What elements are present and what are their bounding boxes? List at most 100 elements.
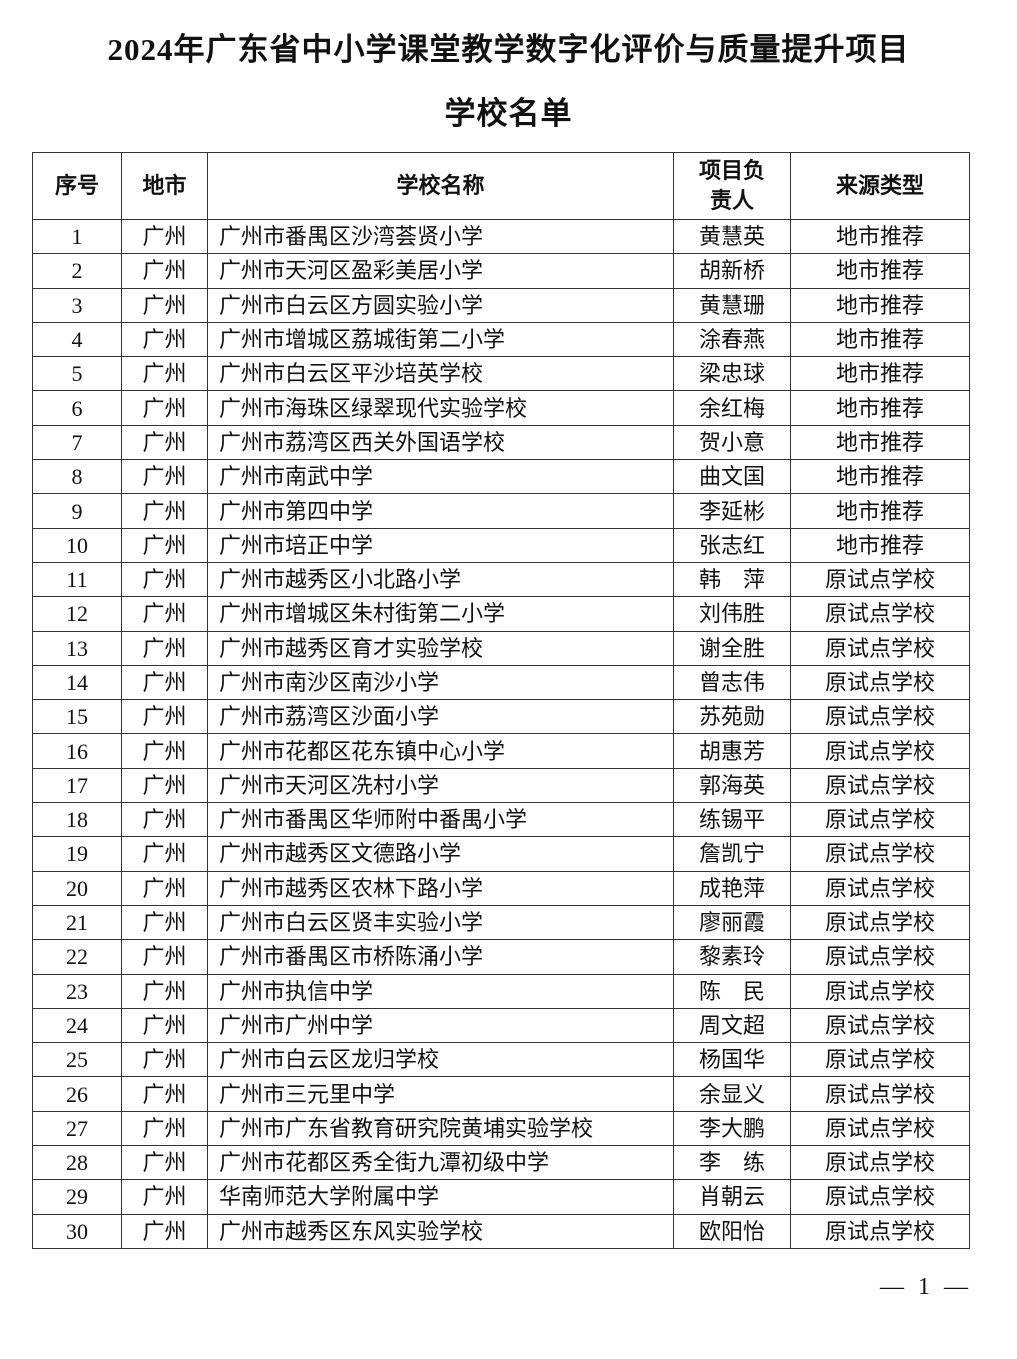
person-cell: 刘伟胜: [673, 596, 791, 632]
table-row: 22 广州 广州市番禺区市桥陈涌小学 黎素玲 原试点学校: [32, 939, 970, 975]
city-cell: 广州: [121, 527, 208, 563]
table-row: 29 广州 华南师范大学附属中学 肖朝云 原试点学校: [32, 1179, 970, 1215]
person-cell: 曾志伟: [673, 664, 791, 701]
type-cell: 原试点学校: [790, 836, 970, 872]
table-row: 2 广州 广州市天河区盈彩美居小学 胡新桥 地市推荐: [32, 253, 970, 289]
type-cell: 原试点学校: [790, 1076, 970, 1112]
city-cell: 广州: [121, 253, 208, 289]
school-cell: 广州市执信中学: [207, 973, 674, 1009]
table-row: 17 广州 广州市天河区冼村小学 郭海英 原试点学校: [32, 767, 970, 804]
school-cell: 广州市第四中学: [207, 493, 674, 529]
city-cell: 广州: [121, 630, 208, 666]
type-cell: 原试点学校: [790, 1213, 970, 1249]
num-cell: 26: [32, 1076, 122, 1112]
type-cell: 原试点学校: [790, 630, 970, 666]
person-cell: 廖丽霞: [673, 904, 791, 941]
city-cell: 广州: [121, 561, 208, 598]
person-cell: 李延彬: [673, 493, 791, 529]
type-cell: 原试点学校: [790, 870, 970, 906]
person-cell: 黄慧珊: [673, 287, 791, 323]
table-row: 28 广州 广州市花都区秀全街九潭初级中学李 练原试点学校: [32, 1145, 970, 1181]
table-row: 14 广州 广州市南沙区南沙小学 曾志伟 原试点学校: [32, 664, 970, 701]
num-cell: 24: [32, 1007, 122, 1044]
city-cell: 广州: [121, 767, 208, 804]
num-cell: 5: [32, 356, 122, 392]
school-cell: 广州市越秀区文德路小学: [207, 836, 674, 872]
column-header: 项目负责人: [673, 152, 791, 220]
school-cell: 广州市天河区盈彩美居小学: [207, 253, 674, 289]
type-cell: 原试点学校: [790, 1007, 970, 1044]
city-cell: 广州: [121, 1110, 208, 1147]
city-cell: 广州: [121, 596, 208, 632]
num-cell: 15: [32, 699, 122, 735]
school-cell: 广州市花都区花东镇中心小学: [207, 733, 674, 769]
type-cell: 原试点学校: [790, 1042, 970, 1078]
column-header: 地市: [121, 152, 208, 220]
person-cell: 欧阳怡: [673, 1213, 791, 1249]
type-cell: 地市推荐: [790, 287, 970, 323]
num-cell: 10: [32, 527, 122, 563]
person-cell: 黄慧英: [673, 218, 791, 255]
city-cell: 广州: [121, 1179, 208, 1215]
num-cell: 7: [32, 424, 122, 461]
table-row: 13 广州 广州市越秀区育才实验学校 谢全胜 原试点学校: [32, 630, 970, 666]
num-cell: 13: [32, 630, 122, 666]
school-cell: 广州市白云区龙归学校: [207, 1042, 674, 1078]
subtitle: 学校名单: [444, 96, 573, 131]
type-cell: 原试点学校: [790, 561, 970, 598]
school-cell: 广州市番禺区沙湾荟贤小学: [207, 218, 674, 255]
num-cell: 3: [32, 287, 122, 323]
person-cell: 陈 民: [673, 973, 791, 1009]
num-cell: 17: [32, 767, 122, 804]
person-cell: 李大鹏: [673, 1110, 791, 1147]
city-cell: 广州: [121, 1007, 208, 1044]
person-cell: 余显义: [673, 1076, 791, 1112]
type-cell: 地市推荐: [790, 459, 970, 495]
city-cell: 广州: [121, 218, 208, 255]
city-cell: 广州: [121, 836, 208, 872]
num-cell: 2: [32, 253, 122, 289]
num-cell: 25: [32, 1042, 122, 1078]
table-row: 6 广州 广州市海珠区绿翠现代实验学校 余红梅 地市推荐: [32, 390, 970, 426]
table-row: 18 广州 广州市番禺区华师附中番禺小学 练锡平 原试点学校: [32, 802, 970, 838]
city-cell: 广州: [121, 870, 208, 906]
school-cell: 广州市白云区方圆实验小学: [207, 287, 674, 323]
column-header: 学校名称: [207, 152, 674, 220]
city-cell: 广州: [121, 459, 208, 495]
school-cell: 广州市广州中学: [207, 1007, 674, 1044]
column-header: 来源类型: [790, 152, 970, 220]
type-cell: 地市推荐: [790, 390, 970, 426]
table-row: 15 广州 广州市荔湾区沙面小学 苏苑勋 原试点学校: [32, 699, 970, 735]
city-cell: 广州: [121, 390, 208, 426]
city-cell: 广州: [121, 1213, 208, 1249]
table-row: 11 广州 广州市越秀区小北路小学韩 萍原试点学校: [32, 561, 970, 598]
type-cell: 原试点学校: [790, 1179, 970, 1215]
num-cell: 6: [32, 390, 122, 426]
column-header: 序号: [32, 152, 122, 220]
school-cell: 广州市南武中学: [207, 459, 674, 495]
school-cell: 广州市越秀区东风实验学校: [207, 1213, 674, 1249]
type-cell: 原试点学校: [790, 904, 970, 941]
school-cell: 华南师范大学附属中学: [207, 1179, 674, 1215]
school-cell: 广州市三元里中学: [207, 1076, 674, 1112]
person-cell: 练锡平: [673, 802, 791, 838]
person-cell: 涂春燕: [673, 321, 791, 358]
school-cell: 广州市白云区平沙培英学校: [207, 356, 674, 392]
table-row: 4 广州 广州市增城区荔城街第二小学 涂春燕 地市推荐: [32, 321, 970, 358]
type-cell: 原试点学校: [790, 973, 970, 1009]
table-row: 1 广州 广州市番禺区沙湾荟贤小学 黄慧英 地市推荐: [32, 218, 970, 255]
num-cell: 8: [32, 459, 122, 495]
num-cell: 23: [32, 973, 122, 1009]
type-cell: 原试点学校: [790, 733, 970, 769]
person-cell: 李 练: [673, 1145, 791, 1181]
city-cell: 广州: [121, 1076, 208, 1112]
table-row: 8 广州 广州市南武中学 曲文国 地市推荐: [32, 459, 970, 495]
city-cell: 广州: [121, 287, 208, 323]
school-table: 序号 地市 学校名称 项目负责人 来源类型 1 广州 广州市番禺区沙湾荟贤小学 黄慧英 地市推荐…: [32, 152, 970, 1249]
type-cell: 原试点学校: [790, 1145, 970, 1181]
table-row: 10 广州 广州市培正中学 张志红 地市推荐: [32, 527, 970, 563]
num-cell: 19: [32, 836, 122, 872]
type-cell: 原试点学校: [790, 664, 970, 701]
city-cell: 广州: [121, 939, 208, 975]
